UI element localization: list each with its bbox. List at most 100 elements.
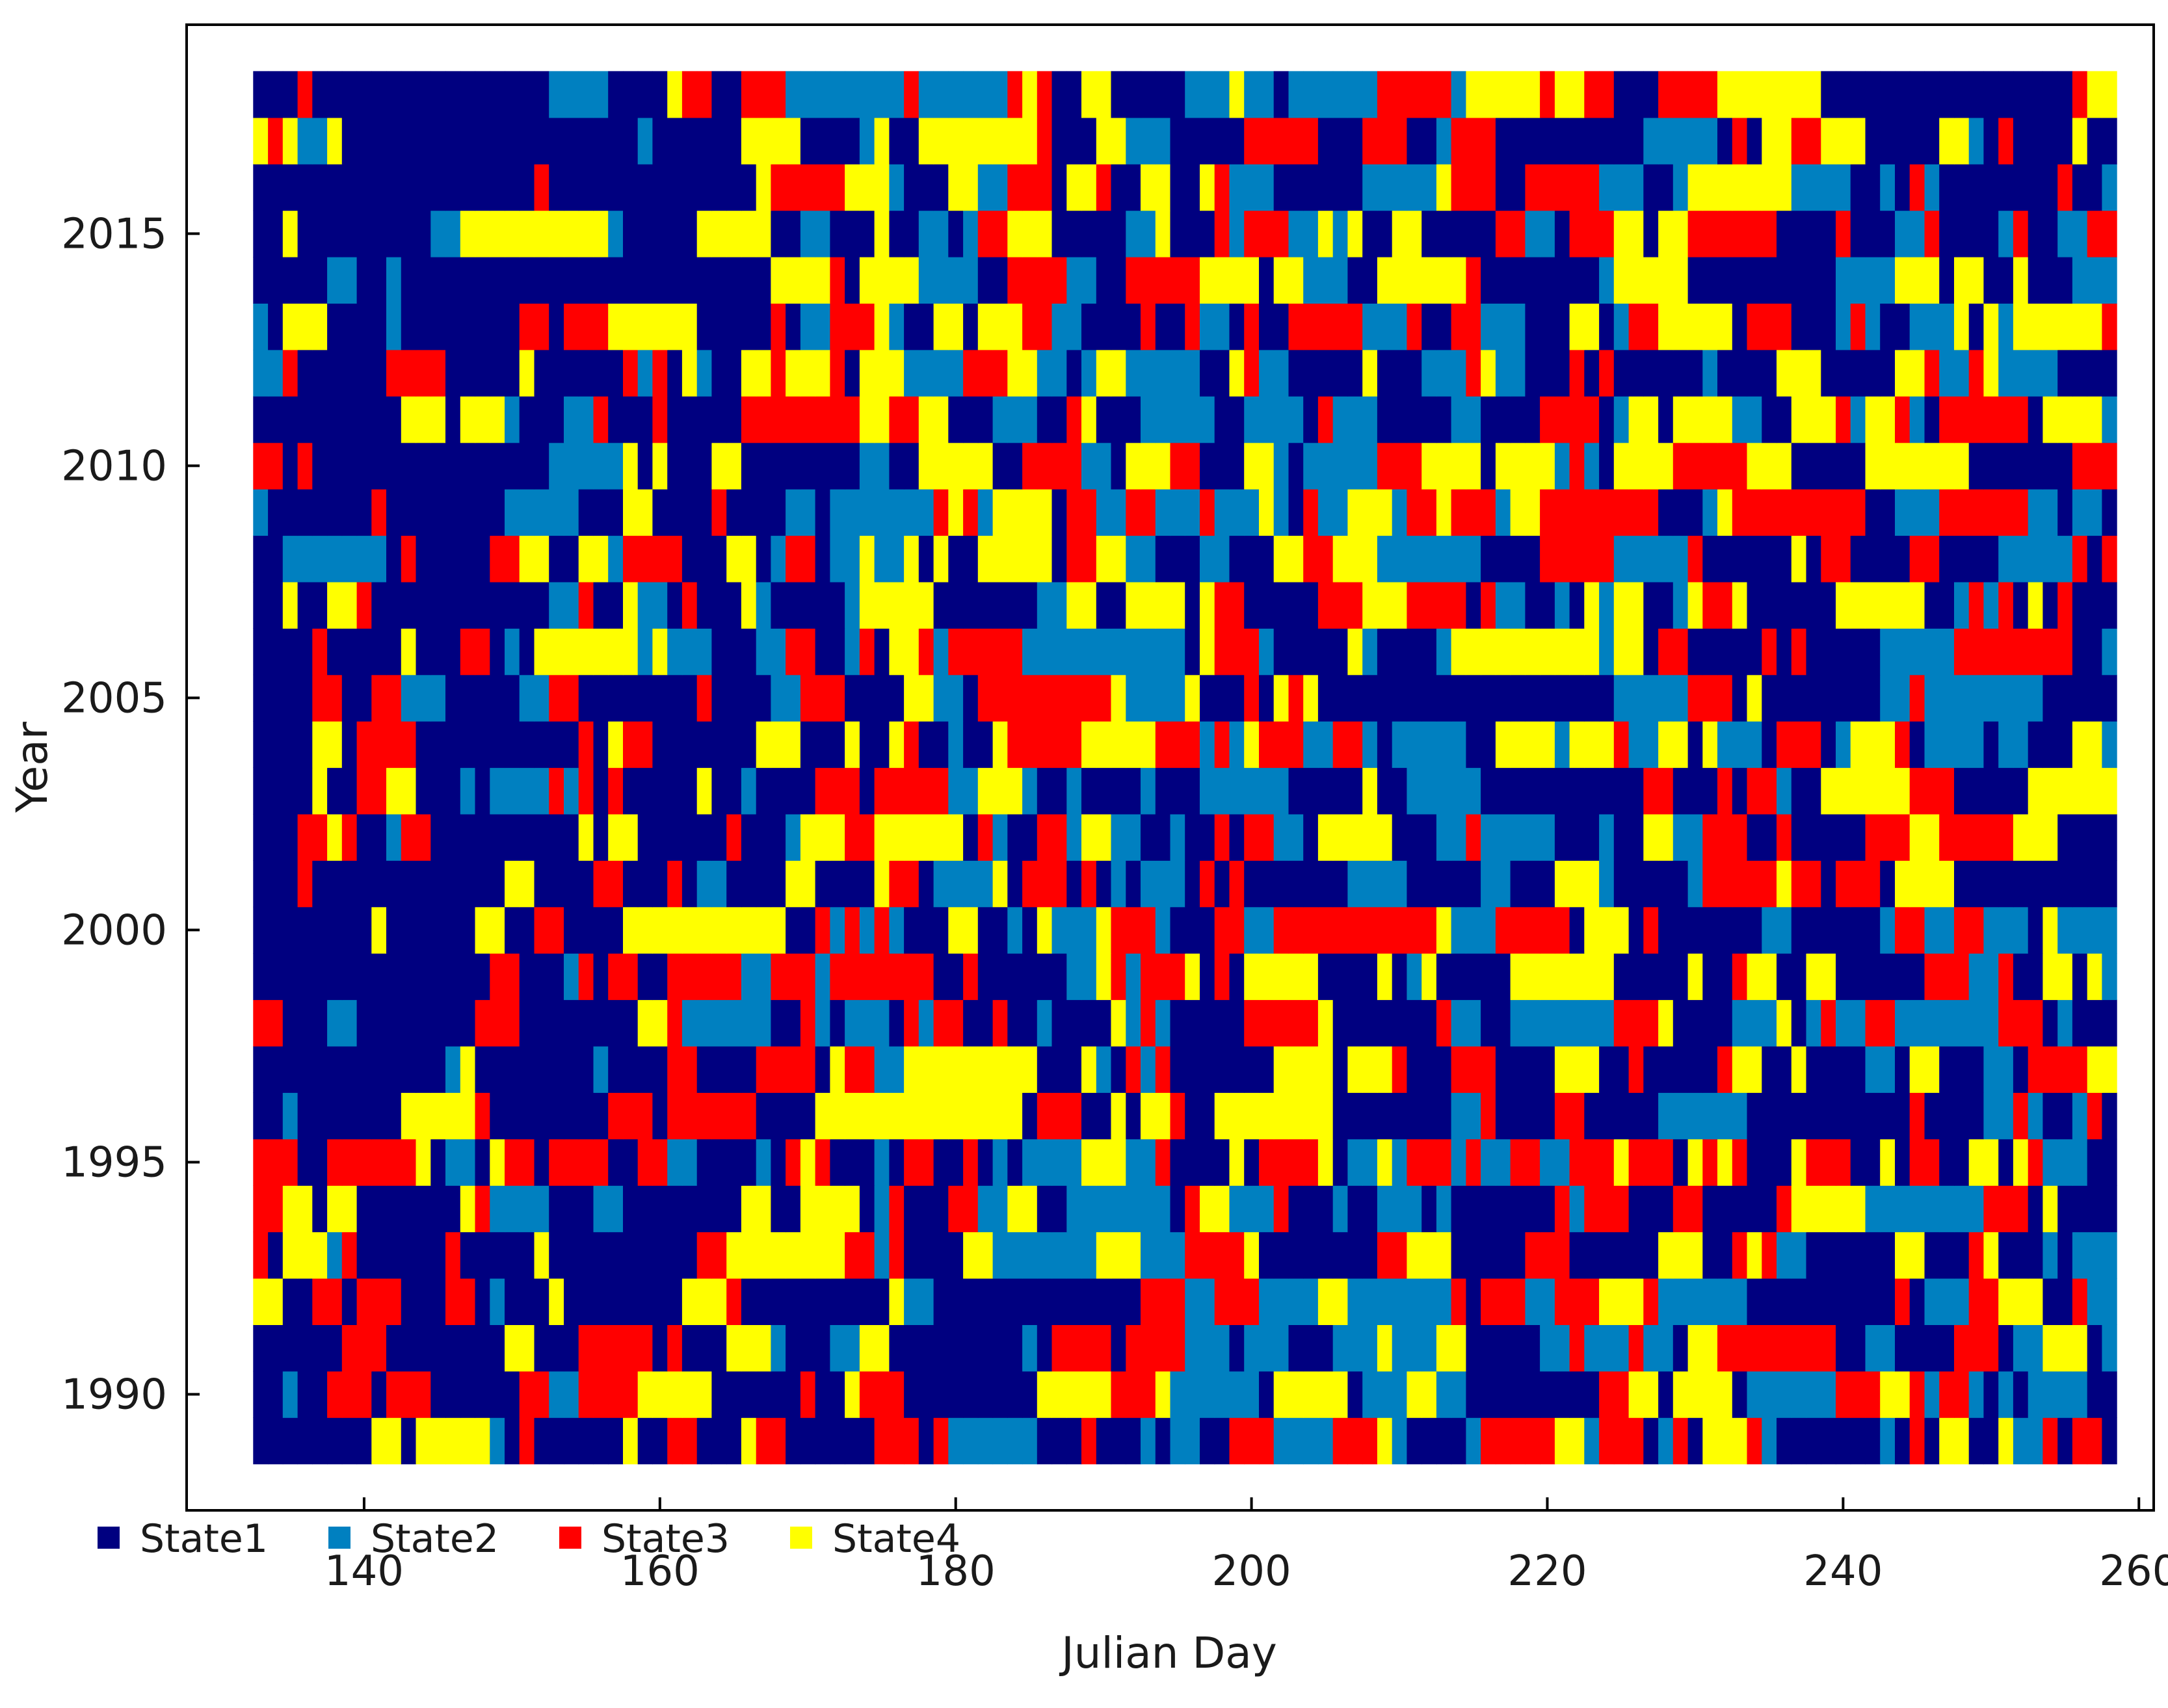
heatmap-cell <box>859 442 875 490</box>
heatmap-cell <box>253 1371 269 1418</box>
heatmap-cell <box>2028 303 2043 350</box>
heatmap-cell <box>1836 581 1851 629</box>
heatmap-cell <box>1777 1092 1792 1140</box>
heatmap-cell <box>904 953 919 1001</box>
heatmap-cell <box>977 1045 994 1093</box>
heatmap-cell <box>430 953 446 1001</box>
heatmap-cell <box>1244 349 1260 397</box>
heatmap-cell <box>963 164 979 211</box>
heatmap-cell <box>1066 1138 1082 1186</box>
heatmap-cell <box>1599 999 1615 1047</box>
heatmap-cell <box>741 117 757 164</box>
heatmap-cell <box>2102 489 2117 536</box>
heatmap-cell <box>756 767 771 815</box>
heatmap-cell <box>268 1371 284 1418</box>
heatmap-cell <box>1584 164 1600 211</box>
heatmap-cell <box>297 1371 313 1418</box>
heatmap-cell <box>874 1371 890 1418</box>
heatmap-cell <box>1126 1185 1141 1233</box>
heatmap-cell <box>1037 210 1053 257</box>
heatmap-cell <box>711 1417 727 1465</box>
heatmap-cell <box>1628 953 1644 1001</box>
heatmap-cell <box>1687 1092 1703 1140</box>
heatmap-cell <box>977 1092 994 1140</box>
heatmap-cell <box>2102 1045 2117 1093</box>
heatmap-cell <box>1628 117 1644 164</box>
heatmap-cell <box>1185 906 1200 954</box>
heatmap-cell <box>1066 257 1082 304</box>
heatmap-cell <box>549 999 564 1047</box>
heatmap-cell <box>1066 535 1082 583</box>
heatmap-cell <box>874 257 890 304</box>
heatmap-cell <box>1954 117 1970 164</box>
heatmap-cell <box>2013 1138 2029 1186</box>
heatmap-cell <box>918 860 934 908</box>
heatmap-cell <box>1407 813 1422 861</box>
heatmap-cell <box>1954 303 1970 350</box>
heatmap-cell <box>386 1045 402 1093</box>
heatmap-cell <box>519 674 535 722</box>
heatmap-cell <box>1791 860 1807 908</box>
heatmap-cell <box>430 906 446 954</box>
heatmap-cell <box>889 906 905 954</box>
heatmap-cell <box>1066 117 1082 164</box>
heatmap-cell <box>1377 489 1393 536</box>
heatmap-cell <box>1111 999 1126 1047</box>
heatmap-cell <box>1332 813 1348 861</box>
heatmap-cell <box>1525 1417 1540 1465</box>
heatmap-cell <box>859 1185 875 1233</box>
heatmap-cell <box>1170 1092 1185 1140</box>
heatmap-cell <box>1377 953 1393 1001</box>
heatmap-cell <box>726 767 742 815</box>
heatmap-cell <box>696 1045 712 1093</box>
heatmap-cell <box>1407 581 1422 629</box>
heatmap-cell <box>578 164 594 211</box>
heatmap-cell <box>1998 1231 2014 1279</box>
heatmap-cell <box>1081 489 1097 536</box>
heatmap-cell <box>637 71 653 118</box>
heatmap-cell <box>815 535 830 583</box>
heatmap-cell <box>918 489 934 536</box>
heatmap-cell <box>1525 535 1540 583</box>
heatmap-cell <box>1584 1185 1600 1233</box>
heatmap-cell <box>1126 581 1141 629</box>
heatmap-cell <box>1702 767 1718 815</box>
heatmap-cell <box>1954 1185 1970 1233</box>
heatmap-cell <box>1436 1092 1452 1140</box>
heatmap-cell <box>1229 1138 1245 1186</box>
heatmap-cell <box>1525 1324 1540 1372</box>
heatmap-cell <box>505 1371 520 1418</box>
heatmap-cell <box>519 1371 535 1418</box>
heatmap-cell <box>1170 953 1185 1001</box>
heatmap-cell <box>1185 628 1200 676</box>
heatmap-cell <box>1850 442 1866 490</box>
heatmap-cell <box>800 303 816 350</box>
heatmap-cell <box>268 1324 284 1372</box>
heatmap-cell <box>1185 1138 1200 1186</box>
heatmap-cell <box>637 164 653 211</box>
heatmap-cell <box>1229 349 1245 397</box>
heatmap-cell <box>1466 210 1481 257</box>
heatmap-cell <box>889 860 905 908</box>
heatmap-cell <box>297 1278 313 1325</box>
heatmap-cell <box>1303 999 1319 1047</box>
heatmap-cell <box>681 860 698 908</box>
heatmap-cell <box>505 257 520 304</box>
heatmap-cell <box>1214 210 1230 257</box>
heatmap-cell <box>1481 535 1496 583</box>
heatmap-cell <box>2013 1231 2029 1279</box>
heatmap-cell <box>1229 442 1245 490</box>
heatmap-cell <box>1111 674 1126 722</box>
heatmap-cell <box>652 1092 668 1140</box>
heatmap-cell <box>1540 1138 1555 1186</box>
heatmap-cell <box>1081 1045 1097 1093</box>
heatmap-cell <box>1687 210 1703 257</box>
legend-label-state4: State4 <box>832 1516 960 1562</box>
heatmap-cell <box>1836 674 1851 722</box>
heatmap-cell <box>1111 1138 1126 1186</box>
heatmap-cell <box>1451 999 1466 1047</box>
heatmap-cell <box>1451 813 1466 861</box>
heatmap-cell <box>1037 535 1053 583</box>
heatmap-cell <box>1244 1231 1260 1279</box>
heatmap-cell <box>1185 489 1200 536</box>
